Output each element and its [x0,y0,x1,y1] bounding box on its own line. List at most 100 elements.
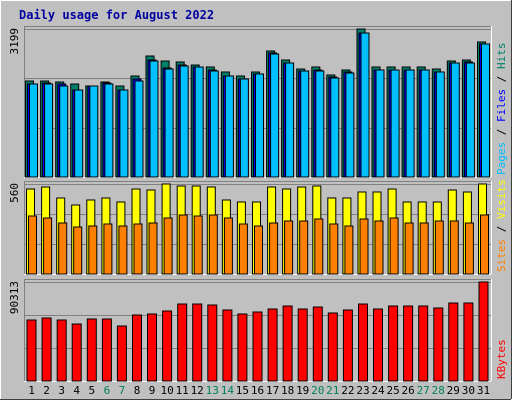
day-label-8: 8 [134,384,141,397]
axis-max-label: 560 [8,183,21,203]
day-label-25: 25 [386,384,399,397]
chart-title: Daily usage for August 2022 [19,8,214,22]
legend-part: Pages [495,142,508,175]
bar-pages-day-17 [270,53,280,178]
bar-pages-day-9 [149,60,159,178]
bar-sites-day-23 [359,218,369,275]
bar-kbytes-day-8 [132,314,142,382]
bar-pages-day-29 [450,62,460,178]
bar-pages-day-27 [420,69,430,178]
bar-kbytes-day-4 [71,323,82,382]
day-label-17: 17 [266,384,279,397]
bar-pages-day-20 [315,70,325,178]
bar-sites-day-11 [178,214,188,275]
day-label-6: 6 [104,384,111,397]
bar-pages-day-10 [164,68,174,178]
bar-pages-day-6 [104,83,114,178]
bar-pages-day-4 [74,89,84,178]
bar-pages-day-12 [194,66,204,178]
bar-pages-day-24 [375,69,385,178]
bar-sites-day-16 [254,225,263,275]
bar-pages-day-23 [360,32,370,178]
day-label-21: 21 [326,384,339,397]
bar-kbytes-day-10 [162,310,173,382]
bar-sites-day-6 [103,223,113,275]
bar-kbytes-day-21 [327,312,338,382]
bar-kbytes-day-25 [388,305,399,382]
bar-sites-day-28 [434,220,444,275]
bar-pages-day-3 [59,85,69,178]
bar-pages-day-22 [345,72,355,178]
axis-max-label: 90313 [8,281,21,314]
bar-kbytes-day-7 [116,325,127,382]
legend-part: KBytes [495,339,508,379]
bar-pages-day-7 [119,89,129,178]
bar-pages-day-30 [465,62,475,178]
bar-sites-day-15 [238,223,248,275]
bar-pages-day-19 [300,70,310,178]
bar-kbytes-day-26 [403,305,414,382]
bar-kbytes-day-9 [147,313,157,382]
bar-kbytes-day-15 [237,313,248,382]
bar-kbytes-day-20 [312,306,323,382]
bar-kbytes-day-1 [26,319,37,382]
series-legend-label: KBytes [495,339,508,379]
bar-sites-day-29 [449,220,459,275]
legend-part: Visits [495,179,508,219]
bar-sites-day-21 [329,223,339,275]
bar-sites-day-10 [163,217,173,275]
bar-pages-day-26 [405,69,415,178]
day-label-4: 4 [73,384,80,397]
day-label-10: 10 [160,384,173,397]
bar-sites-day-18 [284,220,294,275]
day-label-26: 26 [401,384,414,397]
bar-pages-day-1 [29,83,38,178]
day-label-1: 1 [28,384,35,397]
legend-part: Hits [495,43,508,70]
bar-sites-day-17 [269,222,279,275]
panel-hits_files_pages: 3199 Pages / Files / Hits [8,26,508,178]
bar-kbytes-day-6 [101,318,112,382]
bar-kbytes-day-17 [267,308,278,382]
bar-sites-day-1 [28,215,37,275]
bar-kbytes-day-31 [478,281,489,382]
bar-pages-day-28 [435,71,445,178]
day-label-7: 7 [119,384,126,397]
bar-pages-day-18 [285,62,295,178]
bar-pages-day-5 [89,85,99,178]
day-label-18: 18 [281,384,294,397]
bar-kbytes-day-3 [56,319,67,382]
legend-part: / [495,69,508,89]
day-label-29: 29 [447,384,460,397]
bar-pages-day-31 [481,43,490,178]
series-legend-label: Sites / Visits [495,179,508,272]
series-legend-label: Pages / Files / Hits [495,43,508,176]
axis-max-label: 3199 [8,28,21,55]
bar-sites-day-5 [88,225,98,275]
bar-pages-day-25 [390,69,400,178]
day-label-28: 28 [432,384,445,397]
bar-pages-day-14 [224,75,234,178]
legend-part: Sites [495,239,508,272]
day-label-11: 11 [176,384,189,397]
day-label-31: 31 [477,384,490,397]
legend-part: / [495,219,508,239]
bar-kbytes-day-2 [41,317,52,382]
legend-part: / [495,122,508,142]
day-label-12: 12 [191,384,204,397]
bar-kbytes-day-22 [342,309,353,382]
bar-kbytes-day-23 [358,303,368,382]
bar-sites-day-2 [43,217,53,275]
bar-sites-day-3 [58,222,68,275]
bar-pages-day-16 [255,73,264,178]
bar-sites-day-4 [73,226,83,275]
chart-panels: 3199 Pages / Files / Hits 560 Sites / Visit… [8,26,508,382]
bar-pages-day-13 [209,70,219,178]
bar-kbytes-day-27 [418,305,429,382]
day-label-15: 15 [236,384,249,397]
bar-kbytes-day-14 [222,309,233,382]
panel-visits_sites: 560 Sites / Visits [8,179,508,275]
bar-kbytes-day-16 [252,311,263,382]
